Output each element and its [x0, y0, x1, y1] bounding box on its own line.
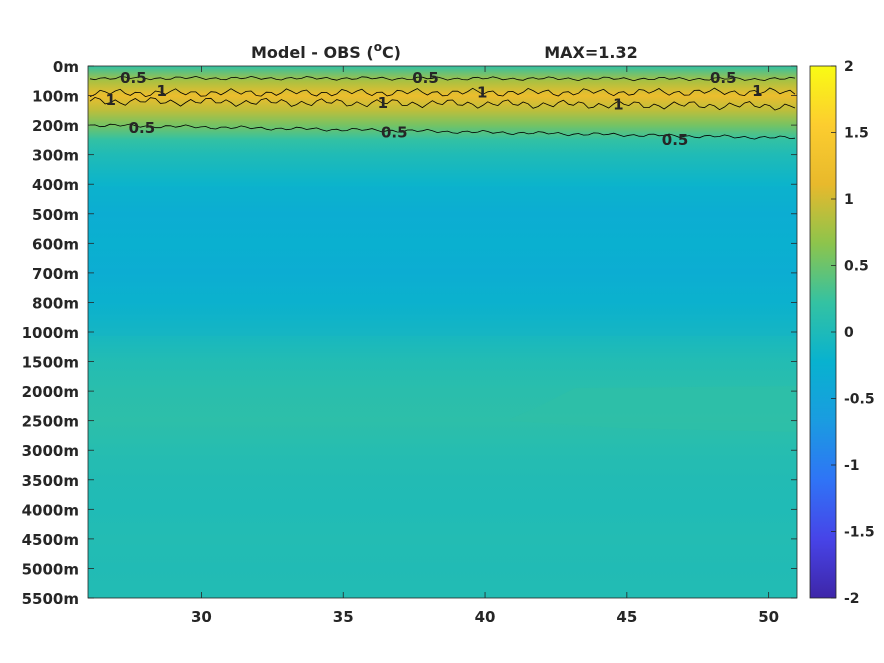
y-tick-label: 1000m: [22, 324, 79, 342]
y-tick-label: 3000m: [22, 442, 79, 460]
deep-anomaly-patch: [510, 386, 797, 432]
y-tick-label: 400m: [32, 176, 79, 194]
y-tick-label: 300m: [32, 147, 79, 165]
contour-label: 1: [378, 94, 388, 112]
y-tick-label: 4500m: [22, 531, 79, 549]
chart-title: Model - OBS (oC): [251, 40, 401, 62]
y-tick-label: 200m: [32, 117, 79, 135]
contour-label: 0.5: [412, 69, 439, 87]
colorbar-tick-label: 0: [844, 325, 854, 341]
y-tick-label: 2500m: [22, 413, 79, 431]
contour-label: 1: [752, 82, 762, 100]
contour-1-upper: [89, 87, 796, 98]
y-tick-label: 800m: [32, 294, 79, 312]
colorbar-ticks: 2 1.5 1 0.5 0 -0.5 -1 -1.5 -2: [831, 59, 875, 607]
colorbar-tick-label: 1: [844, 192, 854, 208]
y-tick-label: 4000m: [22, 501, 79, 519]
contour-label: 1: [477, 84, 487, 102]
colorbar-tick-label: -1.5: [844, 525, 875, 541]
y-tick-label: 100m: [32, 88, 79, 106]
colorbar-tick-label: 2: [844, 59, 854, 75]
colorbar-tick-label: 0.5: [844, 259, 869, 275]
contour-1-lower: [89, 96, 796, 111]
contour-label: 1: [156, 82, 166, 100]
x-tick-label: 30: [191, 608, 212, 626]
y-tick-label: 5000m: [22, 560, 79, 578]
x-tick-label: 50: [758, 608, 779, 626]
contour-label: 1: [613, 95, 623, 113]
contour-label: 0.5: [381, 124, 408, 142]
heatmap-texture: [88, 186, 797, 432]
contour-label: 0.5: [129, 119, 156, 137]
contour-label: 0.5: [662, 131, 689, 149]
x-axis-ticks: 30 35 40 45 50: [191, 66, 779, 626]
y-tick-label: 0m: [53, 58, 79, 76]
contour-label: 0.5: [120, 69, 147, 87]
colorbar-tick-label: -1: [844, 458, 860, 474]
y-tick-label: 600m: [32, 235, 79, 253]
contour-0-5-lower: [89, 123, 796, 140]
heatmap-field: [88, 66, 797, 598]
contour-label: 0.5: [710, 69, 737, 87]
colorbar-tick-label: -0.5: [844, 392, 875, 408]
x-tick-label: 35: [333, 608, 354, 626]
y-tick-label: 5500m: [22, 590, 79, 608]
max-label: MAX=1.32: [544, 43, 638, 62]
contour-lines: [89, 75, 796, 140]
degree-superscript: o: [374, 40, 382, 54]
y-tick-label: 700m: [32, 265, 79, 283]
y-tick-label: 3500m: [22, 472, 79, 490]
contour-0-5-upper: [89, 75, 796, 82]
x-tick-label: 45: [616, 608, 637, 626]
y-tick-label: 500m: [32, 206, 79, 224]
contour-labels: 0.5 1 1 0.5 1 1 0.5 1 1 0.5 0.5 0.5: [105, 69, 762, 149]
x-tick-label: 40: [475, 608, 496, 626]
y-axis-ticks: 0m 100m 200m 300m 400m 500m 600m 700m 800m 1000m 1…: [22, 58, 797, 608]
mid-depth-band: [88, 186, 797, 336]
colorbar-tick-label: 1.5: [844, 126, 869, 142]
contour-label: 1: [105, 91, 115, 109]
colorbar-tick-label: -2: [844, 591, 860, 607]
y-tick-label: 1500m: [22, 354, 79, 372]
y-tick-label: 2000m: [22, 383, 79, 401]
